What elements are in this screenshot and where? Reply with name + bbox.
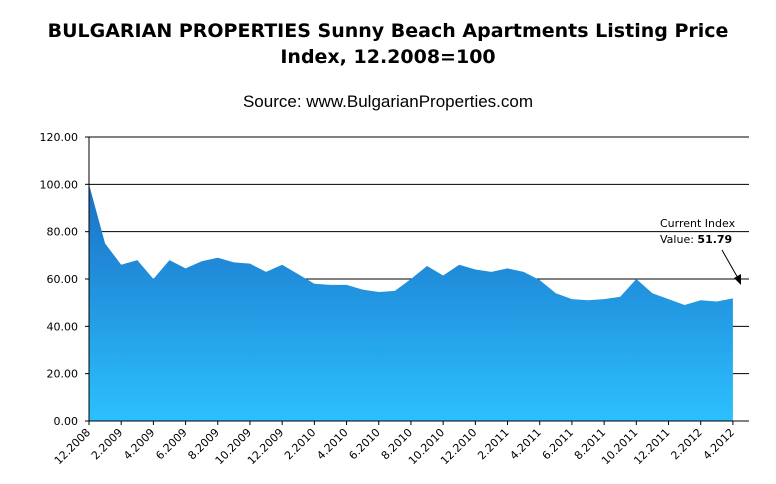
chart-title-line-2: Index, 12.2008=100 — [280, 46, 496, 68]
y-tick-label: 120.00 — [40, 131, 79, 144]
x-tick-label: 6.2010 — [346, 426, 382, 462]
y-tick-label: 40.00 — [47, 320, 79, 333]
annotation-value-text: Value: 51.79 — [660, 233, 732, 246]
x-tick-label: 4.2012 — [701, 426, 737, 462]
annotation-arrow — [721, 249, 740, 281]
x-tick-label: 2.2010 — [282, 426, 318, 462]
y-tick-label: 100.00 — [40, 178, 79, 191]
x-tick-label: 6.2011 — [540, 426, 576, 462]
annotation-arrowhead — [734, 274, 741, 285]
x-tick-label: 12.2010 — [438, 426, 479, 467]
x-tick-label: 12.2009 — [245, 426, 286, 467]
chart-title: BULGARIAN PROPERTIES Sunny Beach Apartme… — [0, 18, 776, 70]
y-tick-label: 0.00 — [54, 415, 79, 428]
x-tick-label: 2.2009 — [89, 426, 125, 462]
x-tick-label: 6.2009 — [153, 426, 189, 462]
x-tick-label: 4.2009 — [121, 426, 157, 462]
chart-title-line-1: BULGARIAN PROPERTIES Sunny Beach Apartme… — [47, 20, 729, 42]
annotation-value-label: Value: — [660, 233, 694, 246]
annotation-value: 51.79 — [697, 233, 732, 246]
x-tick-label: 2.2012 — [668, 426, 704, 462]
annotation-label: Current Index — [660, 217, 736, 230]
x-tick-label: 4.2010 — [314, 426, 350, 462]
chart-subtitle: Source: www.BulgarianProperties.com — [242, 92, 534, 111]
x-tick-label: 12.2008 — [52, 426, 93, 467]
x-tick-label: 4.2011 — [507, 426, 543, 462]
x-tick-label: 2.2011 — [475, 426, 511, 462]
current-index-annotation: Current Index Value: 51.79 — [660, 217, 741, 285]
y-tick-label: 80.00 — [47, 226, 79, 239]
y-tick-label: 20.00 — [47, 368, 79, 381]
x-tick-label: 12.2011 — [631, 426, 672, 467]
series-area — [89, 184, 733, 421]
y-tick-label: 60.00 — [47, 273, 79, 286]
